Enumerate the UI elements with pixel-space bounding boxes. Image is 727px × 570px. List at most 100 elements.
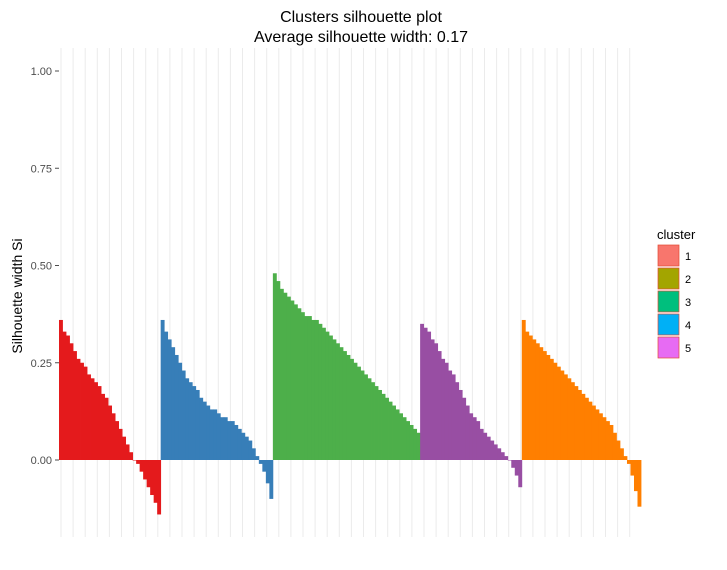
silhouette-bar <box>392 405 396 460</box>
silhouette-bar <box>174 354 179 460</box>
silhouette-bar <box>399 413 403 460</box>
legend-key <box>657 290 680 313</box>
silhouette-bar <box>59 319 63 460</box>
silhouette-bar <box>227 421 232 460</box>
silhouette-bar <box>420 323 425 460</box>
silhouette-bar <box>108 405 112 460</box>
y-tick-label: 1.00 <box>31 66 52 78</box>
legend-title: cluster <box>657 227 696 242</box>
silhouette-bar <box>553 362 558 460</box>
silhouette-bar <box>272 273 277 460</box>
silhouette-bar <box>125 444 130 460</box>
legend-key <box>657 313 680 336</box>
silhouette-bar <box>234 424 239 460</box>
silhouette-bar <box>591 405 596 460</box>
silhouette-bar <box>413 428 418 460</box>
silhouette-bar <box>388 401 393 460</box>
silhouette-bar <box>364 374 368 460</box>
silhouette-bar <box>633 460 638 492</box>
silhouette-bar <box>567 378 572 460</box>
silhouette-bar <box>353 362 358 460</box>
silhouette-bar <box>69 343 74 460</box>
silhouette-bar <box>80 362 84 460</box>
silhouette-bar <box>588 401 593 460</box>
silhouette-bar <box>605 421 610 460</box>
silhouette-bar <box>609 424 614 460</box>
silhouette-bar <box>150 460 155 496</box>
silhouette-bar <box>542 351 547 460</box>
silhouette-bar <box>434 343 439 460</box>
silhouette-bar <box>465 405 470 460</box>
silhouette-bar <box>157 460 162 515</box>
silhouette-bar <box>265 460 270 484</box>
silhouette-bar <box>83 366 88 460</box>
silhouette-bar <box>118 428 123 460</box>
silhouette-bar <box>595 409 600 460</box>
silhouette-bar <box>104 397 109 460</box>
silhouette-bar <box>276 281 281 460</box>
silhouette-bar <box>293 304 298 460</box>
silhouette-bar <box>385 397 389 460</box>
silhouette-bar <box>307 316 312 460</box>
silhouette-bar <box>430 339 435 460</box>
silhouette-bar <box>111 413 116 460</box>
silhouette-bar <box>167 339 172 460</box>
silhouette-bar <box>153 460 158 503</box>
silhouette-bar <box>314 319 319 460</box>
silhouette-bar <box>549 358 554 460</box>
silhouette-bar <box>87 374 91 460</box>
silhouette-bar <box>258 460 263 464</box>
silhouette-bar <box>458 389 463 460</box>
silhouette-bar <box>181 370 186 460</box>
silhouette-bar <box>528 335 533 460</box>
silhouette-bar <box>409 424 414 460</box>
silhouette-bar <box>90 378 95 460</box>
silhouette-bar <box>367 378 372 460</box>
silhouette-bar <box>637 460 642 507</box>
silhouette-bar <box>360 370 365 460</box>
silhouette-bar <box>486 436 491 460</box>
legend-key <box>657 244 680 267</box>
y-tick-label: 0.00 <box>31 455 52 467</box>
silhouette-bar <box>472 417 477 460</box>
silhouette-bar <box>514 460 519 476</box>
silhouette-bar <box>66 335 70 460</box>
chart-title: Clusters silhouette plot <box>280 9 442 26</box>
silhouette-bar <box>619 448 624 460</box>
silhouette-bar <box>346 354 351 460</box>
silhouette-bar <box>220 417 225 460</box>
legend-label: 1 <box>685 251 691 263</box>
y-tick-label: 0.50 <box>31 261 52 273</box>
silhouette-bar <box>539 347 544 460</box>
silhouette-bar <box>598 413 603 460</box>
silhouette-bar <box>441 358 446 460</box>
silhouette-bar <box>479 428 484 460</box>
silhouette-bar <box>297 308 302 460</box>
silhouette-bar <box>556 366 561 460</box>
silhouette-bar <box>427 331 432 460</box>
legend-label: 2 <box>685 274 691 286</box>
silhouette-bar <box>357 366 361 460</box>
silhouette-bar <box>62 331 67 460</box>
silhouette-bar <box>325 331 330 460</box>
silhouette-bar <box>192 386 197 460</box>
silhouette-bar <box>290 300 295 460</box>
silhouette-bar <box>255 456 260 460</box>
silhouette-bar <box>321 327 326 460</box>
silhouette-bar <box>73 351 77 460</box>
silhouette-bar <box>402 417 407 460</box>
silhouette-bar <box>451 374 456 460</box>
silhouette-bar <box>535 343 540 460</box>
silhouette-bar <box>525 331 530 460</box>
bars <box>59 273 642 515</box>
silhouette-bar <box>462 397 467 460</box>
silhouette-bar <box>209 409 214 460</box>
silhouette-bar <box>476 421 481 460</box>
chart-subtitle: Average silhouette width: 0.17 <box>254 29 468 46</box>
silhouette-bar <box>455 382 460 460</box>
silhouette-bar <box>202 401 207 460</box>
silhouette-bar <box>630 460 635 476</box>
silhouette-bar <box>469 413 474 460</box>
silhouette-bar <box>199 397 204 460</box>
legend-label: 4 <box>685 320 691 332</box>
